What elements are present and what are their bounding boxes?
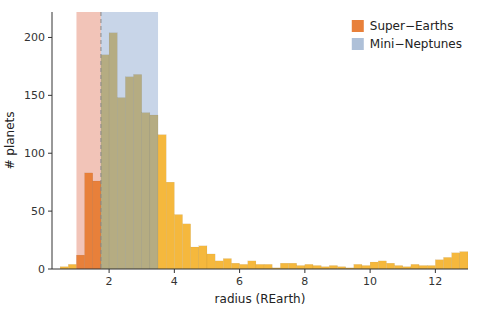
- legend: Super−Earths Mini−Neptunes: [352, 19, 462, 51]
- histogram-bar: [142, 113, 150, 269]
- y-tick: [48, 153, 52, 154]
- x-tick-label: 10: [363, 275, 377, 288]
- histogram-bar: [411, 264, 419, 269]
- histogram-bar: [362, 266, 370, 269]
- x-tick: [435, 269, 436, 273]
- x-tick-label: 12: [428, 275, 442, 288]
- histogram-bar: [191, 247, 199, 269]
- x-tick-label: 8: [301, 275, 308, 288]
- histogram-bar: [117, 98, 125, 269]
- histogram-bar: [199, 246, 207, 269]
- region-shade: [76, 12, 100, 269]
- x-tick-label: 4: [171, 275, 178, 288]
- y-tick: [48, 211, 52, 212]
- histogram-bar: [354, 264, 362, 269]
- x-tick: [304, 269, 305, 273]
- y-tick-label: 200: [24, 31, 45, 44]
- histogram-bar: [395, 266, 403, 269]
- x-axis-line: [52, 269, 468, 270]
- histogram-bar: [215, 261, 223, 269]
- x-tick: [174, 269, 175, 273]
- histogram-bar: [231, 263, 239, 269]
- y-tick: [48, 95, 52, 96]
- y-tick-label: 50: [31, 205, 45, 218]
- y-tick: [48, 269, 52, 270]
- histogram-bar: [264, 264, 272, 269]
- histogram-bar: [134, 75, 142, 269]
- x-tick: [370, 269, 371, 273]
- region-shade: [101, 12, 158, 269]
- histogram-bar: [305, 264, 313, 269]
- legend-swatch: [352, 38, 364, 50]
- histogram-bar: [419, 266, 427, 269]
- histogram-bar: [297, 266, 305, 269]
- histogram-bar: [93, 181, 101, 269]
- histogram-bar: [280, 263, 288, 269]
- histogram-bar: [248, 261, 256, 269]
- histogram-bar: [435, 260, 443, 269]
- histogram-bar: [427, 266, 435, 269]
- histogram-bar: [158, 135, 166, 269]
- histogram-bar: [166, 182, 174, 269]
- histogram-bar: [150, 115, 158, 269]
- histogram-bar: [329, 266, 337, 269]
- y-tick-label: 150: [24, 89, 45, 102]
- histogram-bar: [444, 257, 452, 269]
- x-tick: [109, 269, 110, 273]
- x-tick-label: 6: [236, 275, 243, 288]
- reference-line: [100, 12, 101, 269]
- histogram-bar: [174, 215, 182, 269]
- y-axis-line: [52, 12, 53, 269]
- histogram-bar: [386, 263, 394, 269]
- x-tick: [239, 269, 240, 273]
- histogram-bar: [460, 252, 468, 269]
- histogram-bar: [223, 259, 231, 269]
- histogram-bar: [378, 261, 386, 269]
- histogram-bar: [289, 263, 297, 269]
- histogram-bar: [68, 264, 76, 269]
- histogram-bar: [183, 224, 191, 269]
- plot-area: [60, 12, 468, 269]
- legend-swatch: [352, 20, 364, 32]
- histogram-bar: [313, 266, 321, 269]
- histogram-bar: [452, 253, 460, 269]
- y-tick: [48, 37, 52, 38]
- histogram-bar: [101, 55, 109, 269]
- histogram-bar: [85, 173, 93, 269]
- histogram-bar: [240, 264, 248, 269]
- x-tick-label: 2: [106, 275, 113, 288]
- histogram-bar: [256, 264, 264, 269]
- y-tick-label: 100: [24, 147, 45, 160]
- chart: 2 4 6 8 10 12 0 50 100 150 200 radius (REarth) # pla…: [0, 0, 480, 311]
- histogram-bar: [76, 255, 84, 269]
- legend-label: Super−Earths: [370, 19, 454, 33]
- x-axis-label: radius (REarth): [215, 292, 306, 306]
- legend-label: Mini−Neptunes: [370, 37, 462, 51]
- histogram-bar: [207, 254, 215, 269]
- histogram-bar: [370, 262, 378, 269]
- histogram-bar: [125, 77, 133, 269]
- histogram-bar: [109, 33, 117, 269]
- y-axis-label: # planets: [3, 111, 17, 169]
- y-tick-label: 0: [38, 263, 45, 276]
